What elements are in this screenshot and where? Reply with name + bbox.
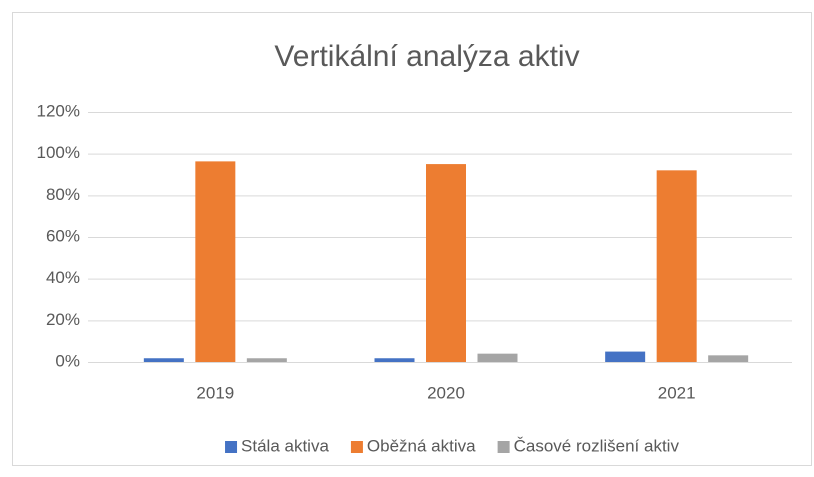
bar — [477, 353, 518, 362]
y-tick-label: 40% — [46, 268, 80, 287]
bar — [708, 355, 749, 362]
legend-label: Stála aktiva — [241, 436, 329, 455]
legend-swatch — [225, 441, 238, 453]
y-tick-label: 80% — [46, 185, 80, 204]
bar — [374, 358, 415, 362]
bar — [195, 161, 236, 362]
bar — [143, 358, 184, 362]
y-tick-label: 0% — [55, 351, 80, 370]
y-tick-label: 60% — [46, 226, 80, 245]
x-tick-label: 2021 — [658, 383, 696, 402]
x-tick-label: 2020 — [427, 383, 465, 402]
legend-swatch — [497, 441, 510, 453]
legend-swatch — [350, 441, 363, 453]
chart-title: Vertikální analýza aktiv — [274, 40, 579, 73]
y-tick-label: 120% — [37, 101, 80, 120]
bar — [656, 170, 697, 362]
bar — [246, 358, 287, 362]
y-tick-label: 100% — [37, 143, 80, 162]
x-tick-label: 2019 — [196, 383, 234, 402]
y-tick-label: 20% — [46, 310, 80, 329]
bar — [605, 351, 646, 362]
legend-label: Oběžná aktiva — [367, 436, 476, 455]
bar — [426, 164, 466, 362]
legend-label: Časové rozlišení aktiv — [514, 436, 680, 455]
